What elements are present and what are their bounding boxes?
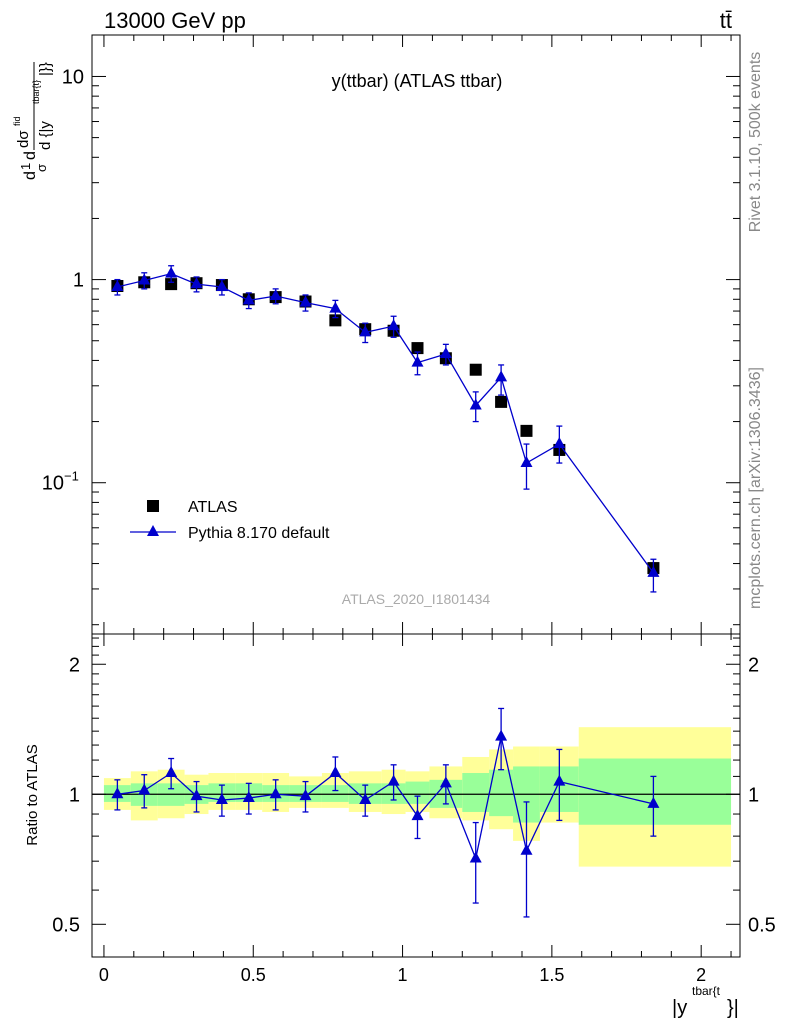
atlas-point (469, 363, 482, 376)
pythia-point (215, 279, 228, 291)
pythia-point (165, 266, 178, 278)
ratio-point (329, 766, 342, 778)
ratio-point (520, 843, 533, 855)
ratio-y-axis-label: Ratio to ATLAS (24, 744, 41, 845)
legend-atlas-label: ATLAS (188, 499, 238, 516)
uncertainty-band-inner (489, 769, 514, 817)
ratio-point (190, 789, 203, 801)
ratio-ticks: 0 0.5 1 1.5 2 2 2 1 1 0.5 0.5 (52, 634, 776, 985)
pythia-point (359, 325, 372, 337)
pythia-point (647, 565, 660, 577)
energy-label: 13000 GeV pp (104, 8, 246, 33)
ratio-point (269, 787, 282, 799)
ratio-point (411, 809, 424, 821)
mcplots-label: mcplots.cern.ch [arXiv:1306.3436] (747, 367, 764, 609)
ratio-line (117, 736, 654, 861)
ylabel-d2: d (22, 151, 39, 160)
pythia-point (387, 319, 400, 331)
x-tick-label: 2 (696, 965, 706, 985)
ylabel-densup: tbar{t} (31, 80, 41, 104)
ratio-frame (91, 633, 741, 958)
analysis-tag: ATLAS_2020_I1801434 (342, 591, 491, 607)
ylabel-frac-den: σ (34, 164, 49, 172)
pythia-point (138, 273, 151, 285)
ylabel-frac-num: 1 (18, 163, 33, 170)
ylabel-d1: d (22, 171, 39, 180)
pythia-point (190, 277, 203, 289)
ratio-y-tick-label-right: 1 (748, 784, 759, 806)
plot-title: y(ttbar) (ATLAS ttbar) (332, 71, 503, 91)
ratio-y-tick-label-left: 2 (69, 654, 80, 676)
x-axis-label: |y tbar{t }| (672, 984, 739, 1019)
process-label: tt̄ (720, 8, 732, 33)
ratio-point (553, 774, 566, 786)
ylabel-close: |}} (37, 62, 54, 76)
ratio-point (495, 729, 508, 741)
uncertainty-band-inner (321, 785, 349, 802)
uncertainty-band-inner (405, 781, 430, 804)
ratio-point (387, 774, 400, 786)
y-tick-label: 10 (42, 473, 64, 495)
ratio-panel: 0 0.5 1 1.5 2 2 2 1 1 0.5 0.5 Ratio to ATLAS |y tb… (24, 633, 776, 1019)
ylabel-den: d {|y (37, 121, 54, 150)
ratio-point (469, 851, 482, 863)
atlas-point (411, 342, 424, 355)
ratio-point (242, 791, 255, 803)
ratio-point (165, 766, 178, 778)
xlabel-close: }| (727, 997, 739, 1019)
pythia-line (117, 272, 654, 574)
y-tick-exponent: −1 (64, 469, 79, 484)
pythia-point (495, 370, 508, 382)
xlabel-base: |y (672, 997, 687, 1019)
pythia-point (299, 295, 312, 307)
y-tick-label: 1 (73, 270, 84, 292)
pythia-point (269, 289, 282, 301)
uncertainty-band-inner (462, 773, 490, 812)
ylabel-fid: fid (12, 116, 22, 126)
pythia-point (469, 398, 482, 410)
ratio-point (439, 776, 452, 788)
ratio-point (359, 792, 372, 804)
pythia-point (411, 355, 424, 367)
main-frame (91, 34, 741, 635)
ylabel-dsigma: dσ (15, 130, 32, 148)
pythia-point (439, 347, 452, 359)
pythia-point (520, 456, 533, 468)
y-tick-label: 10 (62, 66, 84, 88)
ratio-point (299, 789, 312, 801)
ratio-y-tick-label-left: 1 (69, 784, 80, 806)
pythia-point (329, 301, 342, 313)
main-y-axis-label: d 1 σ d dσ fid d {|y tbar{t} |}} (12, 62, 54, 180)
x-tick-label: 1.5 (539, 965, 564, 985)
x-tick-label: 1 (398, 965, 408, 985)
legend-pythia-marker (147, 525, 159, 536)
main-data (111, 265, 660, 593)
atlas-point (165, 278, 178, 291)
ratio-data (92, 707, 740, 918)
atlas-point (520, 424, 533, 437)
legend: ATLAS Pythia 8.170 default (130, 499, 330, 542)
ratio-point (215, 792, 228, 804)
rivet-label: Rivet 3.1.10, 500k events (747, 52, 764, 233)
ratio-y-tick-label-right: 0.5 (748, 914, 776, 936)
x-tick-label: 0 (99, 965, 109, 985)
ratio-point (138, 783, 151, 795)
ratio-y-tick-label-left: 0.5 (52, 914, 80, 936)
x-tick-label: 0.5 (241, 965, 266, 985)
pythia-point (553, 437, 566, 449)
legend-atlas-marker (147, 500, 159, 512)
xlabel-sup: tbar{t (692, 984, 721, 998)
ratio-y-tick-label-right: 2 (748, 654, 759, 676)
legend-pythia-label: Pythia 8.170 default (188, 525, 330, 542)
pythia-point (242, 293, 255, 305)
ratio-point (111, 787, 124, 799)
ratio-point (647, 796, 660, 808)
pythia-point (111, 279, 124, 291)
atlas-point (495, 395, 508, 408)
